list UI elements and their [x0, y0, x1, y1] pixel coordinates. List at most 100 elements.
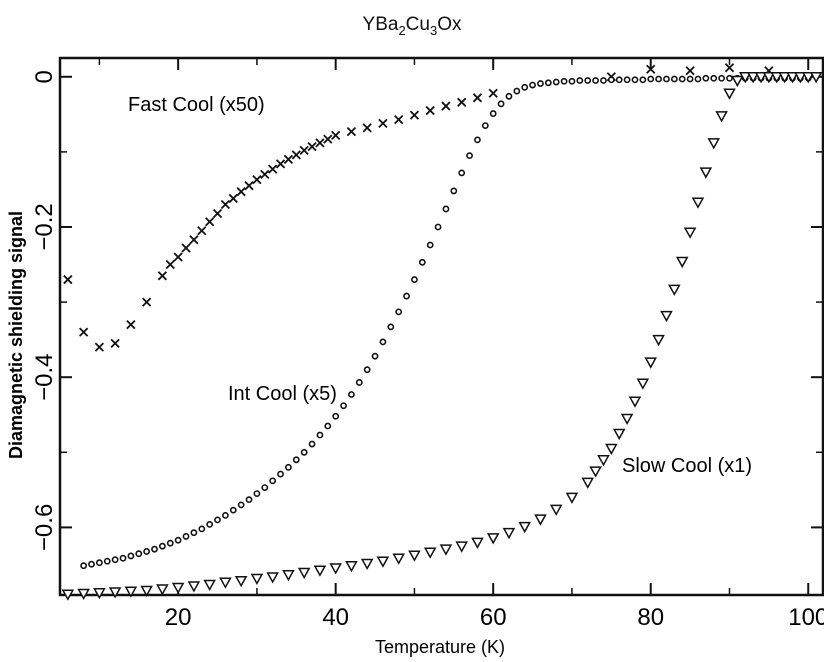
int-cool-point — [332, 412, 340, 420]
int-cool-point — [182, 533, 190, 540]
int-cool-point — [450, 187, 458, 195]
int-cool-point — [261, 484, 269, 491]
fast-cool-point — [260, 169, 270, 180]
slow-cool-point — [786, 72, 799, 84]
slow-cool-point — [723, 88, 736, 100]
int-cool-point — [458, 169, 466, 177]
slow-cool-point — [124, 586, 138, 598]
fast-cool-point — [323, 134, 333, 144]
slow-cool-point — [778, 72, 791, 84]
int-cool-point — [363, 366, 371, 374]
int-cool-point — [560, 77, 568, 85]
slow-cool-point — [219, 577, 232, 589]
slow-cool-point — [628, 396, 642, 408]
int-cool-point — [513, 87, 521, 95]
y-tick-label: 0 — [31, 70, 58, 83]
slow-cool-point — [108, 587, 122, 599]
slow-cool-point — [471, 537, 484, 549]
int-cool-point — [387, 323, 395, 331]
slow-cool-point — [345, 560, 358, 573]
slow-cool-point — [534, 514, 547, 526]
slow-cool-point — [770, 72, 784, 84]
int-cool-point — [655, 75, 662, 83]
fast-cool-point — [409, 110, 420, 120]
int-cool-point — [95, 559, 103, 567]
int-cool-point — [631, 76, 639, 84]
fast-cool-point — [228, 193, 238, 204]
y-tick-label: −0.6 — [31, 504, 58, 551]
slow-cool-point — [329, 563, 342, 575]
int-cool-point — [434, 223, 442, 231]
slow-cool-point — [746, 72, 760, 84]
int-cool-point — [316, 431, 324, 439]
slow-cool-point — [565, 492, 579, 504]
int-cool-point — [379, 338, 387, 346]
fast-cool-point — [173, 252, 183, 262]
slow-cool-point — [61, 589, 75, 601]
series-label-slow-cool: Slow Cool (x1) — [622, 455, 752, 477]
int-cool-point — [277, 470, 284, 478]
int-cool-point — [229, 506, 237, 514]
fast-cool-point — [244, 181, 254, 191]
slow-cool-point — [549, 504, 563, 516]
slow-cool-point — [77, 588, 90, 601]
int-cool-point — [686, 75, 694, 83]
x-tick-label: 100 — [788, 604, 824, 631]
slow-cool-point — [282, 569, 295, 582]
int-cool-point — [190, 529, 198, 537]
int-cool-point — [308, 440, 316, 448]
int-cool-point — [222, 511, 229, 519]
int-cool-point — [474, 136, 481, 144]
plot-frame — [58, 56, 824, 597]
slow-cool-point — [266, 572, 279, 584]
int-cool-point — [442, 205, 450, 213]
slow-cool-point — [93, 587, 106, 600]
int-cool-point — [300, 448, 308, 456]
slow-cool-point — [715, 111, 728, 123]
int-cool-point — [489, 110, 497, 117]
x-tick-label: 20 — [165, 604, 192, 631]
fast-cool-point — [441, 101, 451, 111]
int-cool-point — [694, 75, 702, 83]
slow-cool-point — [376, 556, 390, 568]
int-cool-point — [615, 76, 623, 84]
int-cool-point — [702, 74, 710, 82]
fast-cool-point — [78, 327, 89, 337]
int-cool-point — [466, 152, 473, 160]
axis-ticks: 20 40 60 80 100 0 −0.2 −0.4 −0.6 — [31, 58, 824, 631]
plot-border — [58, 56, 824, 597]
int-cool-point — [285, 463, 292, 471]
fast-cool-point — [425, 105, 435, 116]
int-cool-point — [529, 81, 536, 89]
int-cool-point — [568, 77, 576, 85]
y-tick-label: −0.4 — [31, 354, 58, 401]
int-cool-point — [324, 422, 332, 430]
int-cool-point — [426, 241, 434, 249]
int-cool-point — [592, 77, 599, 84]
fast-cool-point — [299, 145, 309, 156]
x-tick-label: 80 — [637, 604, 664, 631]
fast-cool-point — [724, 63, 735, 73]
slow-cool-point — [439, 544, 453, 556]
fast-cool-point — [181, 243, 191, 253]
int-cool-point — [88, 560, 95, 568]
int-cool-point — [340, 402, 347, 410]
int-cool-point — [111, 556, 119, 564]
slow-cool-point — [589, 466, 602, 478]
slow-cool-point — [668, 284, 681, 296]
slow-cool-point — [187, 581, 201, 593]
slow-cool-point — [140, 585, 153, 598]
y-axis-label: Diamagnetic shielding signal — [6, 211, 26, 459]
fast-cool-point — [142, 297, 152, 307]
slow-cool-point — [660, 310, 673, 323]
slow-cool-point — [313, 565, 327, 577]
slow-cool-point — [605, 443, 618, 456]
int-cool-point — [718, 74, 726, 82]
fast-cool-point — [165, 259, 175, 270]
int-cool-point — [166, 539, 174, 547]
series-label-int-cool: Int Cool (x5) — [228, 383, 337, 405]
int-cool-point — [521, 83, 529, 91]
int-cool-point — [245, 496, 253, 504]
int-cool-point — [403, 292, 410, 300]
x-tick-label: 60 — [480, 604, 507, 631]
